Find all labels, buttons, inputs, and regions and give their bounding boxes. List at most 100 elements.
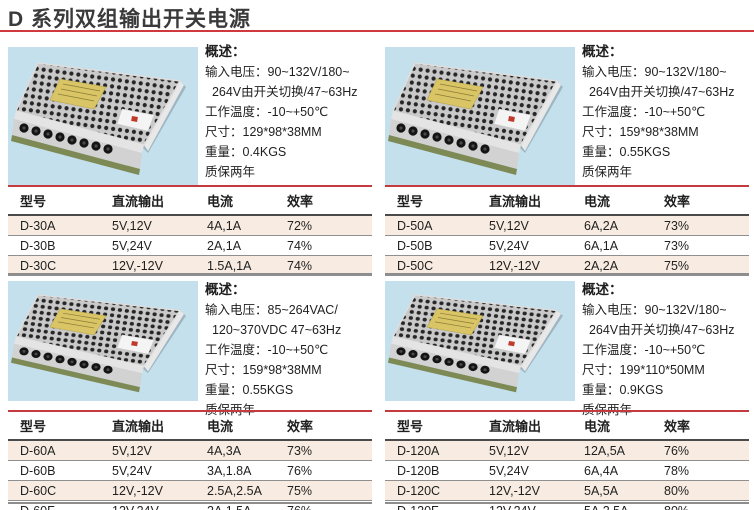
overview-heading: 概述： xyxy=(582,44,623,59)
table-cell: 76% xyxy=(287,460,372,481)
column-header: 型号 xyxy=(8,186,112,216)
table-cell: 5V,12V xyxy=(112,440,207,461)
table-cell: 72% xyxy=(287,215,372,236)
overview-lines: 输入电压：90~132V/180~ 264V由开关切换/47~63Hz 工作温度：… xyxy=(205,62,358,182)
table-cell: 74% xyxy=(287,235,372,256)
overview-line: 质保两年 xyxy=(582,165,633,179)
table-cell: D-120F xyxy=(385,500,489,510)
table-cell: 3A,1.8A xyxy=(207,460,287,481)
table-cell: D-60B xyxy=(8,460,112,481)
spec-table-wrap: 型号 直流输出 电流 效率 D-120A 5V,12V 12A,5A 76% D-120B 5V,… xyxy=(385,410,749,510)
table-row: D-30F12V,24V1A,1A75% xyxy=(8,275,372,279)
table-cell: 76% xyxy=(664,275,749,279)
column-header: 直流输出 xyxy=(489,186,584,216)
table-cell: 12V,24V xyxy=(489,500,584,510)
power-supply-photo-graphic xyxy=(8,281,198,401)
section-divider-line xyxy=(8,502,372,504)
table-cell: D-50C xyxy=(385,255,489,276)
table-row: D-60B 5V,24V 3A,1.8A 76% xyxy=(8,460,372,481)
table-cell: 74% xyxy=(287,255,372,276)
overview-line: 重量：0.55KGS xyxy=(205,383,294,397)
overview-line: 重量：0.55KGS xyxy=(582,145,671,159)
table-cell: 5V,24V xyxy=(489,235,584,256)
product-section-d120: 概述： 输入电压：90~132V/180~ 264V由开关切换/47~63Hz 工… xyxy=(385,280,749,510)
table-row: D-60A 5V,12V 4A,3A 73% xyxy=(8,440,372,461)
column-header: 电流 xyxy=(584,411,664,441)
table-cell: D-120C xyxy=(385,480,489,501)
power-supply-photo-graphic xyxy=(385,281,575,401)
spec-table: 型号 直流输出 电流 效率 D-50A 5V,12V 6A,2A 73% D-50B 5V,24V… xyxy=(385,185,749,279)
table-cell: 2A,1.5A xyxy=(207,500,287,510)
product-section-d30: 概述： 输入电压：90~132V/180~ 264V由开关切换/47~63Hz 工… xyxy=(8,36,372,279)
overview-line: 尺寸：159*98*38MM xyxy=(582,125,699,139)
column-header: 效率 xyxy=(287,186,372,216)
overview-lines: 输入电压：90~132V/180~ 264V由开关切换/47~63Hz 工作温度：… xyxy=(582,300,735,420)
table-cell: 6A,2A xyxy=(584,215,664,236)
table-cell: 12V,24V xyxy=(489,275,584,279)
overview-block: 概述： 输入电压：90~132V/180~ 264V由开关切换/47~63Hz 工… xyxy=(582,280,735,420)
product-section-d50: 概述： 输入电压：90~132V/180~ 264V由开关切换/47~63Hz 工… xyxy=(385,36,749,279)
overview-line: 264V由开关切换/47~63Hz xyxy=(582,323,735,337)
table-cell: 4A,1A xyxy=(207,215,287,236)
table-cell: D-30C xyxy=(8,255,112,276)
column-header: 型号 xyxy=(385,186,489,216)
overview-line: 120~370VDC 47~63Hz xyxy=(205,323,342,337)
table-cell: D-120B xyxy=(385,460,489,481)
column-header: 直流输出 xyxy=(489,411,584,441)
table-cell: D-50A xyxy=(385,215,489,236)
overview-line: 工作温度：-10~+50℃ xyxy=(205,343,329,357)
overview-line: 输入电压：90~132V/180~ xyxy=(582,65,727,79)
overview-line: 重量：0.9KGS xyxy=(582,383,664,397)
overview-line: 工作温度：-10~+50℃ xyxy=(205,105,329,119)
overview-lines: 输入电压：85~264VAC/ 120~370VDC 47~63Hz 工作温度：-… xyxy=(205,300,341,420)
table-cell: 12V,-12V xyxy=(112,480,207,501)
table-cell: 80% xyxy=(664,500,749,510)
product-photo xyxy=(8,47,198,185)
section-divider-line xyxy=(385,273,749,275)
product-photo xyxy=(385,47,575,185)
overview-line: 尺寸：199*110*50MM xyxy=(582,363,705,377)
table-cell: D-30F xyxy=(8,275,112,279)
overview-lines: 输入电压：90~132V/180~ 264V由开关切换/47~63Hz 工作温度：… xyxy=(582,62,735,182)
overview-block: 概述： 输入电压：90~132V/180~ 264V由开关切换/47~63Hz 工… xyxy=(582,36,735,182)
table-row: D-120A 5V,12V 12A,5A 76% xyxy=(385,440,749,461)
column-header: 型号 xyxy=(385,411,489,441)
table-cell: 73% xyxy=(287,440,372,461)
table-cell: 2A,1A xyxy=(207,235,287,256)
overview-heading: 概述： xyxy=(205,44,246,59)
overview-line: 尺寸：129*98*38MM xyxy=(205,125,322,139)
page-title: D 系列双组输出开关电源 xyxy=(8,8,251,31)
spec-table: 型号 直流输出 电流 效率 D-120A 5V,12V 12A,5A 76% D-120B 5V,… xyxy=(385,410,749,510)
table-cell: 12V,24V xyxy=(112,275,207,279)
product-section-d60: 概述： 输入电压：85~264VAC/ 120~370VDC 47~63Hz 工作… xyxy=(8,280,372,510)
overview-heading: 概述： xyxy=(205,282,246,297)
table-row: D-120B 5V,24V 6A,4A 78% xyxy=(385,460,749,481)
table-cell: 5V,24V xyxy=(112,235,207,256)
table-row: D-30B 5V,24V 2A,1A 74% xyxy=(8,235,372,256)
table-cell: D-120A xyxy=(385,440,489,461)
column-header: 电流 xyxy=(207,186,287,216)
table-cell: 5V,24V xyxy=(489,460,584,481)
table-cell: 75% xyxy=(287,275,372,279)
table-cell: 5V,12V xyxy=(489,215,584,236)
table-cell: 12V,-12V xyxy=(489,255,584,276)
table-cell: D-30A xyxy=(8,215,112,236)
table-row: D-30C 12V,-12V 1.5A,1A 74% xyxy=(8,255,372,276)
product-photo xyxy=(8,281,198,401)
overview-line: 工作温度：-10~+50℃ xyxy=(582,105,706,119)
power-supply-photo-graphic xyxy=(8,47,198,185)
power-supply-photo-graphic xyxy=(385,47,575,185)
table-row: D-50C 12V,-12V 2A,2A 75% xyxy=(385,255,749,276)
table-cell: 80% xyxy=(664,480,749,501)
table-cell: D-50B xyxy=(385,235,489,256)
spec-table: 型号 直流输出 电流 效率 D-60A 5V,12V 4A,3A 73% D-60B 5V,24V… xyxy=(8,410,372,510)
section-divider-line xyxy=(8,273,372,275)
spec-table-wrap: 型号 直流输出 电流 效率 D-30A 5V,12V 4A,1A 72% D-30B 5V,24V… xyxy=(8,185,372,279)
column-header: 效率 xyxy=(287,411,372,441)
table-cell: 75% xyxy=(664,255,749,276)
table-cell: 2A,1A xyxy=(584,275,664,279)
table-cell: D-30B xyxy=(8,235,112,256)
table-row: D-50A 5V,12V 6A,2A 73% xyxy=(385,215,749,236)
